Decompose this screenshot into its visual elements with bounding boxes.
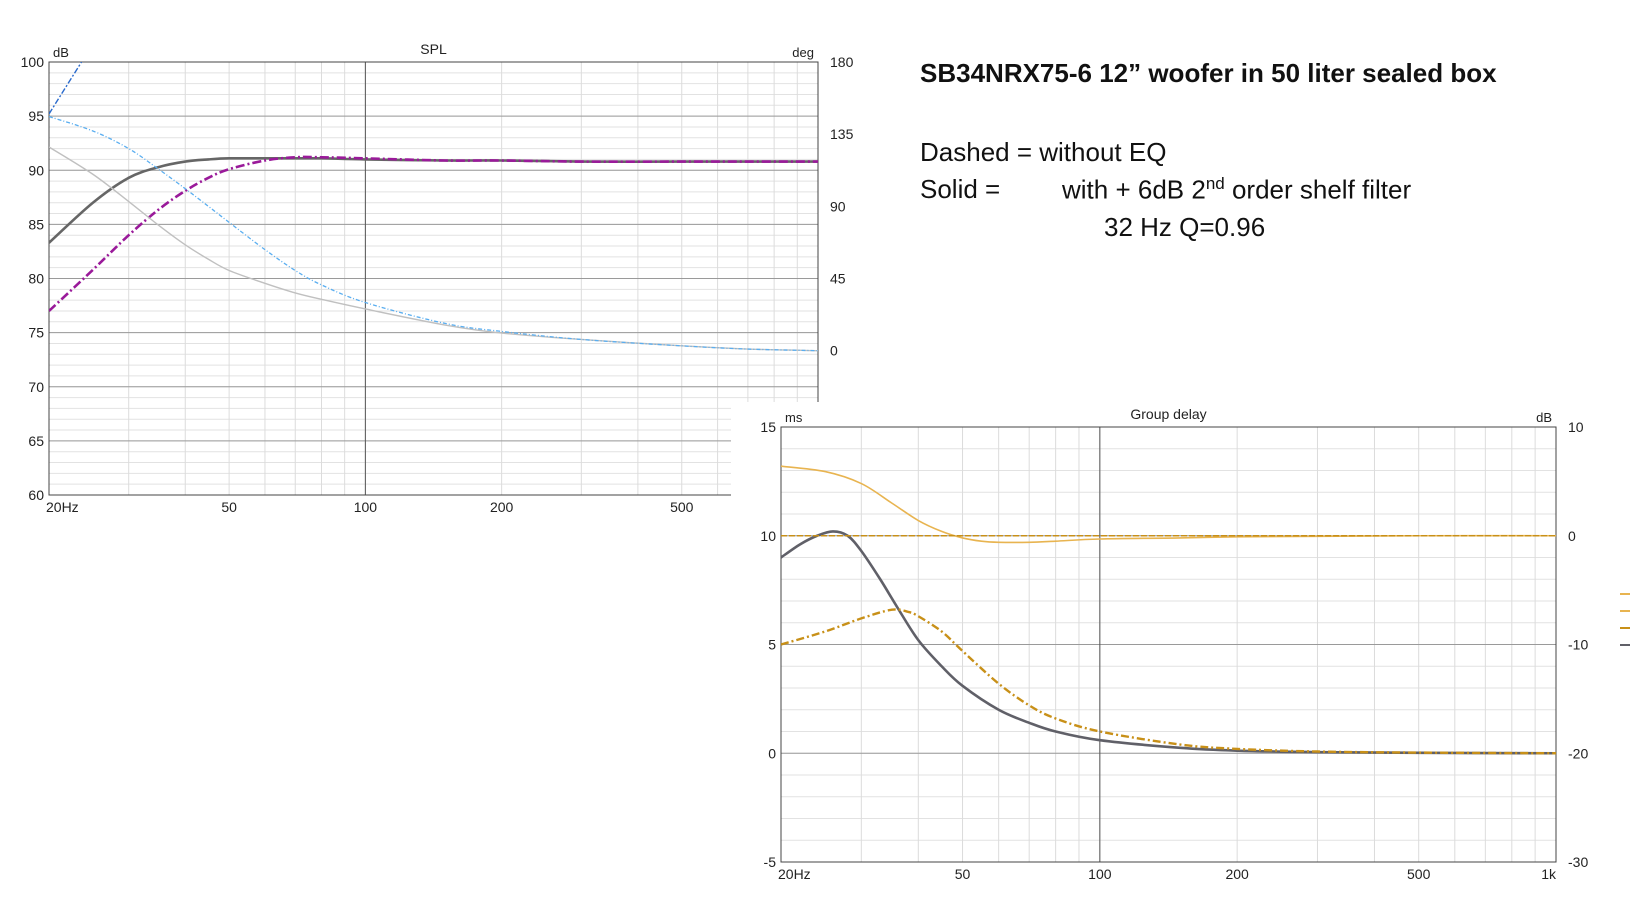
x-tick-label: 50 (221, 499, 237, 515)
y-tick-label: 65 (28, 433, 44, 449)
y2-tick-label: -20 (1568, 745, 1588, 761)
annotation-solid-desc-a: with + 6dB 2 (1062, 174, 1206, 205)
legend-stub-4 (1620, 644, 1630, 646)
chart-title: SPL (420, 41, 447, 57)
y-tick-label: 85 (28, 216, 44, 232)
x-tick-label: 500 (1407, 866, 1431, 882)
spl-chart: 6065707580859095100-90-450459013518020Hz… (21, 41, 854, 515)
y2-tick-label: 180 (830, 54, 854, 70)
y2-tick-label: 10 (1568, 419, 1584, 435)
x-tick-label: 200 (490, 499, 514, 515)
series-group (781, 465, 1556, 755)
annotation-dashed: Dashed = without EQ (920, 137, 1167, 167)
legend-stub-3 (1620, 627, 1630, 629)
y-tick-label: 10 (760, 528, 776, 544)
x-tick-label: 20Hz (778, 866, 811, 882)
series-line-4 (49, 115, 818, 352)
grid (781, 426, 1556, 863)
y-tick-label: 60 (28, 487, 44, 503)
tick-labels: -5 0 5 10 15 -30 -20 -10 0 10 20Hz 50 100 200 500 1k (760, 419, 1588, 882)
x-tick-label: 50 (955, 866, 971, 882)
y2-tick-label: 135 (830, 126, 854, 142)
legend-stub-2 (1620, 610, 1630, 612)
x-tick-label: 200 (1225, 866, 1249, 882)
x-tick-label: 500 (670, 499, 694, 515)
y2-unit-label: deg (792, 45, 814, 60)
plot-frame (48, 61, 819, 496)
series-line-5 (49, 62, 83, 115)
y2-tick-label: -10 (1568, 637, 1588, 653)
series-group (49, 62, 818, 352)
y2-tick-label: 90 (830, 198, 846, 214)
y-unit-label: dB (53, 45, 69, 60)
y-tick-label: 15 (760, 419, 776, 435)
y2-tick-label: 0 (830, 343, 838, 359)
annotation-solid-desc-b: order shelf filter (1224, 174, 1412, 205)
series-line-3 (781, 465, 1556, 544)
y-tick-label: 0 (768, 745, 776, 761)
y2-tick-label: 0 (1568, 528, 1576, 544)
y-tick-label: 70 (28, 379, 44, 395)
y2-tick-label: 45 (830, 271, 846, 287)
annotation-solid-desc-sup: nd (1205, 174, 1225, 193)
y-tick-label: 100 (21, 54, 45, 70)
annotation-title: SB34NRX75-6 12” woofer in 50 liter seale… (920, 58, 1497, 88)
y-tick-label: 90 (28, 162, 44, 178)
y-unit-label: ms (785, 410, 803, 425)
x-tick-label: 100 (354, 499, 378, 515)
y-tick-label: 80 (28, 271, 44, 287)
y-tick-label: 95 (28, 108, 44, 124)
series-line-1 (781, 530, 1556, 755)
annotation-solid-description: with + 6dB 2nd order shelf filter (1062, 174, 1411, 206)
y-tick-label: 75 (28, 325, 44, 341)
annotation-solid-label: Solid = (920, 174, 1001, 204)
x-tick-label: 100 (1088, 866, 1112, 882)
y-tick-label: 5 (768, 637, 776, 653)
x-tick-label: 1k (1541, 866, 1557, 882)
annotation-filter-params: 32 Hz Q=0.96 (1104, 212, 1266, 242)
y-tick-label: -5 (764, 854, 777, 870)
chart-title: Group delay (1130, 406, 1206, 422)
x-tick-label: 20Hz (46, 499, 79, 515)
legend-stub-1 (1620, 593, 1630, 595)
series-line-2 (781, 608, 1556, 755)
y2-unit-label: dB (1536, 410, 1552, 425)
series-line-2 (49, 155, 818, 312)
y2-tick-label: -30 (1568, 854, 1588, 870)
